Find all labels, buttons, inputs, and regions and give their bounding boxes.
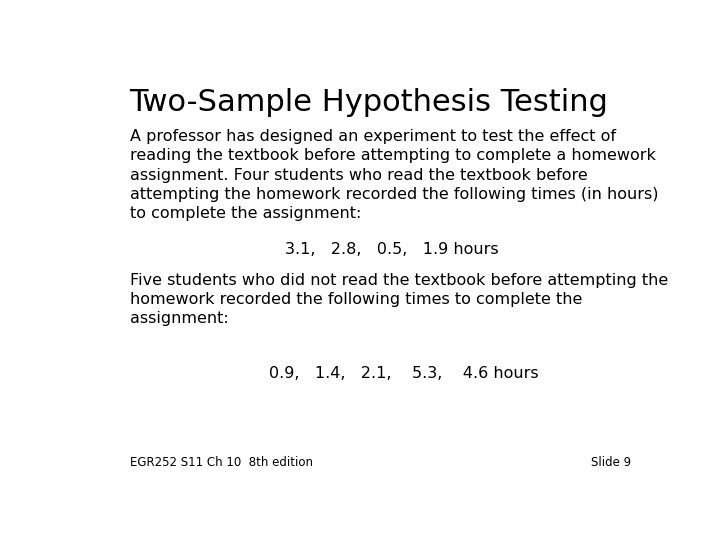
Text: A professor has designed an experiment to test the effect of
reading the textboo: A professor has designed an experiment t… <box>130 129 659 221</box>
Text: Slide 9: Slide 9 <box>591 456 631 469</box>
Text: 0.9,   1.4,   2.1,    5.3,    4.6 hours: 0.9, 1.4, 2.1, 5.3, 4.6 hours <box>269 366 538 381</box>
Text: EGR252 S11 Ch 10  8th edition: EGR252 S11 Ch 10 8th edition <box>130 456 313 469</box>
Text: Five students who did not read the textbook before attempting the
homework recor: Five students who did not read the textb… <box>130 273 668 326</box>
Text: Two-Sample Hypothesis Testing: Two-Sample Hypothesis Testing <box>130 87 608 117</box>
Text: 3.1,   2.8,   0.5,   1.9 hours: 3.1, 2.8, 0.5, 1.9 hours <box>285 241 499 256</box>
